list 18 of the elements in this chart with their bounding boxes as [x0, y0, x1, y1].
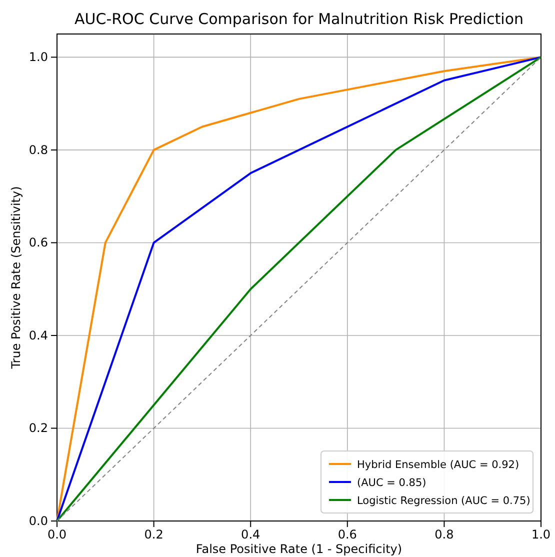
legend-label: (AUC = 0.85) [357, 477, 426, 489]
x-axis-title: False Positive Rate (1 - Specificity) [196, 542, 402, 556]
legend-label: Logistic Regression (AUC = 0.75) [357, 495, 530, 507]
y-tick-label: 0.4 [28, 328, 48, 342]
y-tick-label: 1.0 [28, 50, 48, 64]
x-tick-label: 0.8 [434, 528, 454, 542]
y-tick-label: 0.2 [28, 421, 48, 436]
chart-title: AUC-ROC Curve Comparison for Malnutrition Risk Prediction [74, 10, 524, 28]
x-tick-label: 0.4 [241, 528, 260, 542]
x-tick-label: 0.2 [144, 528, 164, 542]
x-tick-label: 0.6 [338, 528, 357, 542]
y-tick-label: 0.8 [28, 142, 48, 157]
legend-label: Hybrid Ensemble (AUC = 0.92) [357, 459, 520, 471]
y-tick-label: 0.0 [28, 514, 48, 528]
x-tick-label: 1.0 [531, 528, 551, 542]
y-tick-label: 0.6 [28, 236, 48, 250]
y-axis-title: True Positive Rate (Sensitivity) [9, 186, 23, 370]
x-tick-label: 0.0 [47, 528, 67, 542]
